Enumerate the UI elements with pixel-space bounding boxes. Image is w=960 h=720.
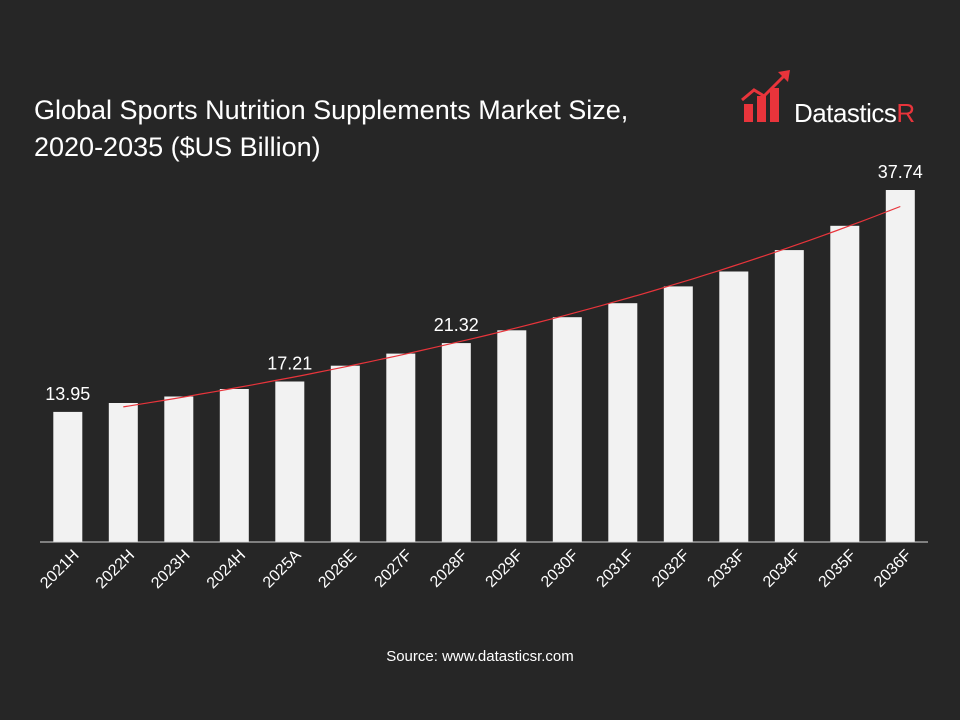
bar-2026E (330, 365, 360, 542)
x-tick-label-2034F: 2034F (760, 547, 804, 591)
source-note: Source: www.datasticsr.com (386, 648, 574, 665)
x-tick-label-2021H: 2021H (37, 547, 82, 592)
data-label-2028F: 21.32 (434, 315, 479, 335)
bar-2028F (441, 343, 471, 542)
x-tick-label-2033F: 2033F (705, 547, 749, 591)
bar-2023H (164, 396, 194, 542)
logo-text: DatasticsR (794, 98, 915, 129)
bar-2025A (275, 381, 305, 542)
x-tick-label-2028F: 2028F (427, 547, 471, 591)
bar-2034F (774, 250, 804, 542)
logo-text-main: Datastics (794, 98, 897, 128)
bar-2035F (830, 225, 860, 543)
chart-title: Global Sports Nutrition Supplements Mark… (34, 92, 714, 166)
x-tick-label-2026E: 2026E (315, 547, 360, 592)
bar-2022H (108, 403, 138, 542)
bar-2032F (663, 286, 693, 542)
data-label-2036F: 37.74 (878, 162, 923, 182)
trendline (123, 205, 901, 408)
bar-2029F (497, 330, 527, 542)
x-tick-label-2031F: 2031F (594, 547, 638, 591)
logo-text-accent: R (896, 98, 915, 128)
x-tick-label-2023H: 2023H (148, 547, 193, 592)
bar-2021H (53, 411, 83, 542)
bar-2024H (219, 389, 249, 542)
x-tick-label-2029F: 2029F (483, 547, 527, 591)
bar-2031F (608, 303, 638, 542)
x-tick-label-2035F: 2035F (816, 547, 860, 591)
data-label-2025A: 17.21 (267, 354, 312, 374)
x-tick-label-2024H: 2024H (204, 547, 249, 592)
x-tick-label-2030F: 2030F (538, 547, 582, 591)
x-tick-label-2022H: 2022H (93, 547, 138, 592)
chart-title-line-2: 2020-2035 ($US Billion) (34, 132, 321, 162)
x-tick-label-2036F: 2036F (871, 547, 915, 591)
bar-2036F (885, 190, 915, 542)
datasticsr-logo-icon (741, 70, 790, 122)
x-tick-label-2027F: 2027F (372, 547, 416, 591)
bar-2030F (552, 317, 582, 542)
bar-2033F (719, 271, 749, 542)
chart-title-line-1: Global Sports Nutrition Supplements Mark… (34, 95, 629, 125)
x-tick-label-2032F: 2032F (649, 547, 693, 591)
x-tick-label-2025A: 2025A (260, 547, 305, 592)
bar-2027F (386, 353, 416, 542)
data-label-2021H: 13.95 (45, 384, 90, 404)
